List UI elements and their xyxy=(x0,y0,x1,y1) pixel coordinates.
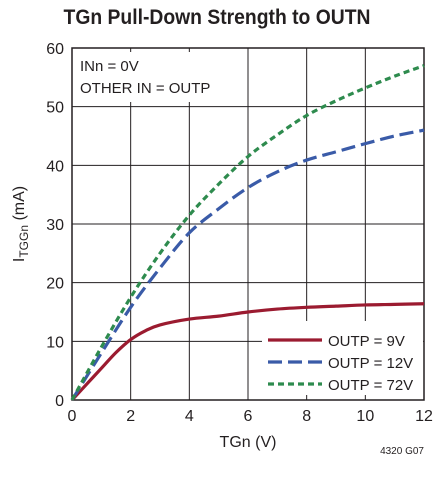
annotation-text: INn = 0V xyxy=(80,58,139,75)
x-tick-label: 8 xyxy=(302,408,311,425)
x-tick-label: 2 xyxy=(126,408,135,425)
x-tick-label: 0 xyxy=(68,408,77,425)
x-tick-label: 6 xyxy=(244,408,253,425)
legend-label: OUTP = 12V xyxy=(328,355,413,372)
y-tick-label: 40 xyxy=(46,158,64,175)
x-tick-label: 12 xyxy=(415,408,433,425)
x-axis-label: TGn (V) xyxy=(220,434,277,451)
y-tick-label: 30 xyxy=(46,217,64,234)
y-tick-label: 20 xyxy=(46,276,64,293)
series-line-0 xyxy=(70,302,425,402)
x-tick-label: 10 xyxy=(356,408,374,425)
annotation-box xyxy=(73,52,223,102)
y-tick-label: 50 xyxy=(46,100,64,117)
figure-code: 4320 G07 xyxy=(380,446,424,457)
plot-frame xyxy=(71,47,425,401)
series-line-1 xyxy=(70,128,425,401)
y-tick-label: 10 xyxy=(46,334,64,351)
annotation-text: OTHER IN = OUTP xyxy=(80,80,210,97)
chart-title: TGn Pull-Down Strength to OUTN xyxy=(63,6,371,29)
x-tick-label: 4 xyxy=(185,408,194,425)
y-axis-label: ITGGn (mA) xyxy=(11,186,31,262)
y-tick-label: 60 xyxy=(46,41,64,58)
series-line-2 xyxy=(70,64,425,401)
legend-label: OUTP = 72V xyxy=(328,377,413,394)
y-tick-label: 0 xyxy=(55,393,64,410)
legend-label: OUTP = 9V xyxy=(328,333,405,350)
